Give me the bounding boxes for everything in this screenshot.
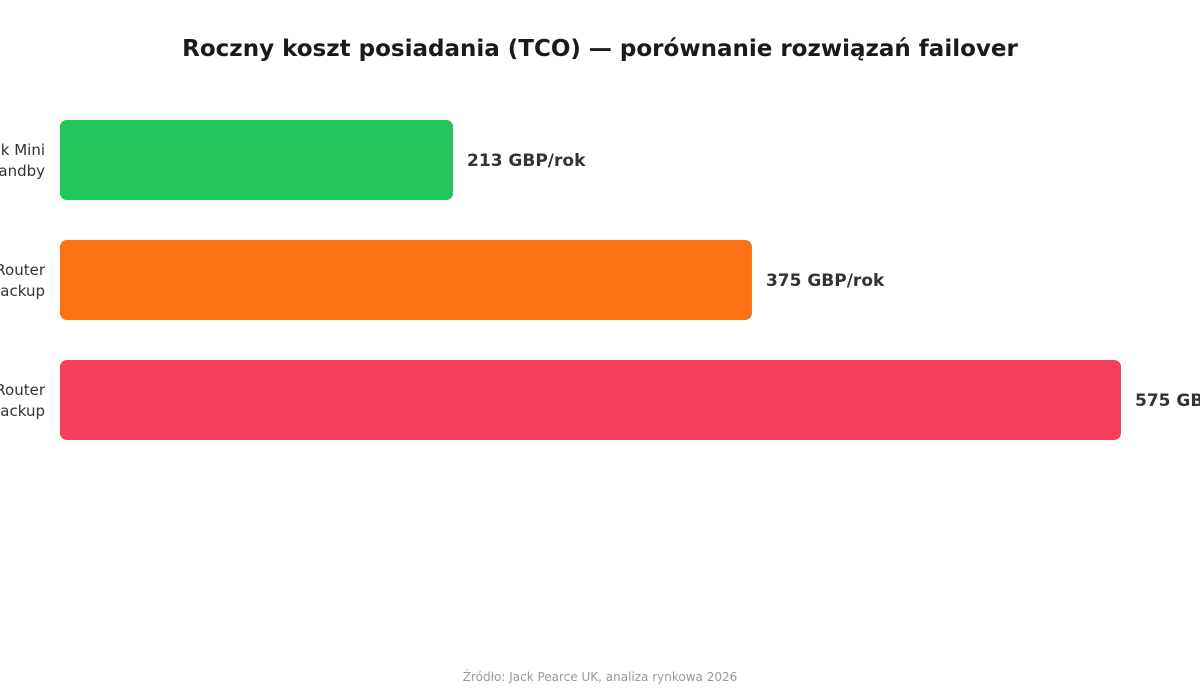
category-label: andby <box>0 162 45 180</box>
category-label: ackup <box>0 282 45 300</box>
bar <box>60 360 1121 440</box>
category-label: Router <box>0 261 46 279</box>
value-label: 213 GBP/rok <box>467 151 586 171</box>
value-label: 575 GB <box>1135 391 1200 411</box>
category-label: ackup <box>0 402 45 420</box>
chart-title: Roczny koszt posiadania (TCO) — porównan… <box>182 36 1018 62</box>
bar <box>60 120 454 200</box>
source-note: Źródło: Jack Pearce UK, analiza rynkowa … <box>462 670 738 684</box>
value-label: 375 GBP/rok <box>766 271 885 291</box>
category-label: Router <box>0 381 46 399</box>
category-label: k Mini <box>1 141 45 159</box>
bar <box>60 240 752 320</box>
